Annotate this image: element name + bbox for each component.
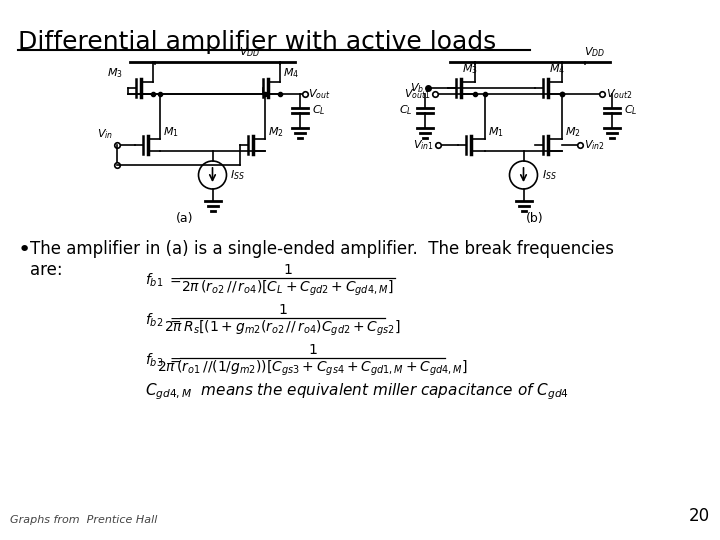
Text: $M_4$: $M_4$ bbox=[283, 66, 299, 80]
Text: $2\pi\,(r_{o1}\,//(1/g_{m2}))[C_{gs3}+C_{gs4}+C_{gd1,M}+C_{gd4,M}]$: $2\pi\,(r_{o1}\,//(1/g_{m2}))[C_{gs3}+C_… bbox=[157, 359, 468, 377]
Text: $C_L$: $C_L$ bbox=[312, 103, 325, 117]
Text: $V_{out}$: $V_{out}$ bbox=[308, 87, 330, 101]
Text: $V_{DD}$: $V_{DD}$ bbox=[239, 45, 261, 59]
Text: $M_2$: $M_2$ bbox=[268, 125, 284, 139]
Text: $=$: $=$ bbox=[167, 353, 182, 367]
Text: (a): (a) bbox=[176, 212, 194, 225]
Text: The amplifier in (a) is a single-ended amplifier.  The break frequencies
are:: The amplifier in (a) is a single-ended a… bbox=[30, 240, 614, 279]
Text: $=$: $=$ bbox=[167, 313, 182, 327]
Text: $1$: $1$ bbox=[283, 263, 292, 277]
Text: $V_b$: $V_b$ bbox=[410, 81, 424, 95]
Text: $M_1$: $M_1$ bbox=[163, 125, 179, 139]
Text: $f_{b2}$: $f_{b2}$ bbox=[145, 311, 163, 329]
Text: $=$: $=$ bbox=[167, 273, 182, 287]
Text: $C_L$: $C_L$ bbox=[400, 103, 413, 117]
Text: 20: 20 bbox=[689, 507, 710, 525]
Text: $f_{b1}$: $f_{b1}$ bbox=[145, 271, 163, 289]
Text: $C_{gd4,M}$  means the equivalent miller capacitance of $C_{gd4}$: $C_{gd4,M}$ means the equivalent miller … bbox=[145, 382, 569, 402]
Text: $C_L$: $C_L$ bbox=[624, 103, 638, 117]
Text: Differential amplifier with active loads: Differential amplifier with active loads bbox=[18, 30, 496, 54]
Text: $2\pi\,(r_{o2}\,//\,r_{o4})[C_L + C_{gd2} + C_{gd4,M}]$: $2\pi\,(r_{o2}\,//\,r_{o4})[C_L + C_{gd2… bbox=[181, 278, 394, 298]
Text: $V_{out1}$: $V_{out1}$ bbox=[405, 87, 431, 101]
Text: $V_{out2}$: $V_{out2}$ bbox=[606, 87, 632, 101]
Text: Graphs from  Prentice Hall: Graphs from Prentice Hall bbox=[10, 515, 158, 525]
Text: $f_{b3}$: $f_{b3}$ bbox=[145, 352, 163, 369]
Text: $V_{in1}$: $V_{in1}$ bbox=[413, 138, 434, 152]
Text: $M_3$: $M_3$ bbox=[462, 62, 478, 76]
Text: $M_4$: $M_4$ bbox=[549, 62, 565, 76]
Text: $2\pi\,R_s[(1+g_{m2}(r_{o2}\,//\,r_{o4})C_{gd2} + C_{gs2}]$: $2\pi\,R_s[(1+g_{m2}(r_{o2}\,//\,r_{o4})… bbox=[164, 319, 401, 338]
Text: (b): (b) bbox=[526, 212, 544, 225]
Text: $V_{DD}$: $V_{DD}$ bbox=[585, 45, 606, 59]
Text: $I_{SS}$: $I_{SS}$ bbox=[230, 168, 246, 182]
Text: $I_{SS}$: $I_{SS}$ bbox=[541, 168, 557, 182]
Text: $1$: $1$ bbox=[307, 343, 318, 357]
Text: $V_{in}$: $V_{in}$ bbox=[96, 127, 113, 141]
Text: $1$: $1$ bbox=[278, 303, 287, 317]
Text: •: • bbox=[18, 240, 31, 260]
Text: $V_{in2}$: $V_{in2}$ bbox=[584, 138, 605, 152]
Text: $M_2$: $M_2$ bbox=[565, 125, 581, 139]
Text: $M_3$: $M_3$ bbox=[107, 66, 123, 80]
Text: $M_1$: $M_1$ bbox=[488, 125, 504, 139]
